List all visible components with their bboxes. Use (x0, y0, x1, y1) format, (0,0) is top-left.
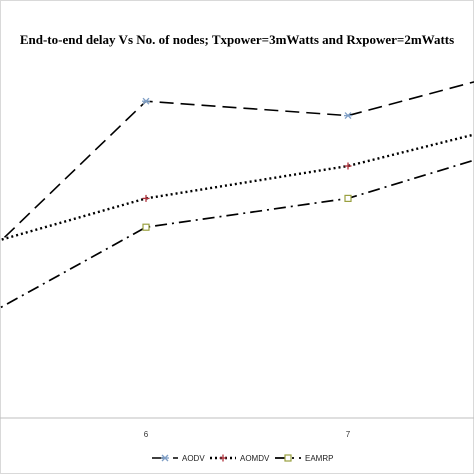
chart-title: End-to-end delay Vs No. of nodes; Txpowe… (20, 32, 454, 47)
legend-marker (219, 454, 227, 462)
legend-label: AODV (182, 454, 205, 463)
legend-marker (284, 454, 292, 462)
aodv-point (344, 112, 352, 120)
legend-item-aodv: AODV (152, 454, 205, 463)
aodv-point (142, 97, 150, 105)
legend-item-eamrp: EAMRP (275, 454, 333, 463)
legend: AODV AOMDV EAMRP (152, 454, 333, 463)
aomdv-point (344, 162, 352, 170)
legend-label: AOMDV (240, 454, 270, 463)
eamrp-point (344, 194, 352, 202)
aodv-series-line (0, 81, 474, 243)
x-tick-label: 7 (346, 430, 351, 439)
eamrp-point (142, 223, 150, 231)
aomdv-series-line (0, 133, 474, 242)
aomdv-point (142, 194, 150, 202)
legend-item-aomdv: AOMDV (210, 454, 270, 463)
x-tick-label: 6 (144, 430, 149, 439)
plot-area (0, 81, 474, 309)
legend-marker (161, 454, 169, 462)
legend-label: EAMRP (305, 454, 333, 463)
